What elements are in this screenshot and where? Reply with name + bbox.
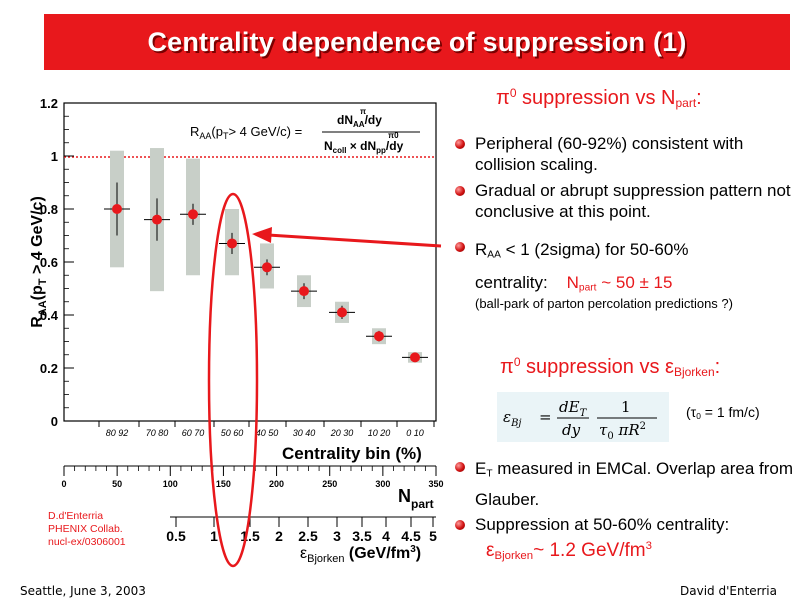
svg-text:τ0 πR2: τ0 πR2	[599, 421, 646, 442]
percolation-note: (ball-park of parton percolation predict…	[475, 296, 733, 311]
epsilon-axis: 0.5 1 1.5 2 2.5 3 3.5 4 4.5 5	[166, 516, 437, 544]
bullet-icon	[455, 462, 465, 472]
slide-title: Centrality dependence of suppression (1)	[147, 26, 687, 57]
plot-credit: D.d'Enterria PHENIX Collab. nucl-ex/030600…	[48, 510, 126, 548]
svg-text:=: =	[539, 408, 552, 426]
epsilon-axis-label: εBjorken (GeV/fm3)	[300, 544, 421, 565]
heading-npart: π0 suppression vs Npart:	[496, 86, 702, 111]
tau-note: (τ0 = 1 fm/c)	[686, 404, 760, 422]
epsilon-tick-label: 3.5	[352, 528, 372, 544]
epsilon-value: εBjorken~ 1.2 GeV/fm3	[486, 540, 652, 562]
epsilon-tick-label: 2.5	[298, 528, 318, 544]
centrality-tick-label: 40 50	[256, 428, 279, 438]
centrality-tick-label: 70 80	[146, 428, 169, 438]
data-point	[299, 286, 309, 297]
data-point	[374, 331, 384, 342]
epsilon-tick-label: 4	[382, 528, 390, 544]
bullet-gradual: Gradual or abrupt suppression pattern no…	[475, 181, 791, 221]
svg-text:dNAA/dy: dNAA/dy	[337, 113, 382, 129]
centrality-tick-label: 30 40	[293, 428, 316, 438]
y-tick-label: 0.2	[40, 361, 58, 376]
raa-formula: RAA(pT> 4 GeV/c) = dNAA/dy π Ncoll × dNp…	[190, 107, 420, 155]
npart-axis: 0 50 100 150 200 250 300 350	[61, 465, 444, 489]
npart-axis-label: Npart	[398, 486, 434, 511]
y-tick-label: 1.2	[40, 96, 58, 111]
npart-tick-label: 300	[375, 479, 390, 489]
npart-tick-label: 0	[61, 479, 66, 489]
y-tick-label: 0.4	[40, 308, 59, 323]
epsilon-tick-label: 2	[275, 528, 283, 544]
svg-text:Ncoll × dNpp/dy: Ncoll × dNpp/dy	[324, 139, 404, 155]
data-point	[188, 209, 198, 220]
bullet-et: ET measured in EMCal. Overlap area from …	[475, 459, 794, 509]
bullet-icon	[455, 520, 465, 530]
svg-text:1: 1	[621, 398, 631, 416]
epsilon-tick-label: 1	[210, 528, 218, 544]
bullet-icon	[455, 186, 465, 196]
svg-text:π0: π0	[388, 131, 399, 140]
data-point	[227, 238, 237, 249]
footer-venue-date: Seattle, June 3, 2003	[20, 584, 146, 598]
epsilon-tick-label: 5	[429, 528, 437, 544]
bullet-suppression: Suppression at 50-60% centrality:	[475, 515, 730, 534]
centrality-axis-label: Centrality bin (%)	[282, 444, 422, 463]
centrality-tick-label: 0 10	[406, 428, 424, 438]
svg-text:εBj: εBj	[503, 408, 522, 429]
bullet-peripheral: Peripheral (60-92%) consistent with coll…	[475, 134, 744, 174]
y-axis-ticks: 0 0.2 0.4 0.6 0.8 1 1.2	[40, 96, 74, 429]
centrality-tick-label: 20 30	[330, 428, 354, 438]
npart-tick-label: 200	[269, 479, 284, 489]
pointer-arrowhead	[252, 227, 272, 243]
svg-text:dy: dy	[562, 421, 581, 439]
npart-tick-label: 150	[216, 479, 231, 489]
data-point	[337, 307, 347, 318]
npart-tick-label: 50	[112, 479, 122, 489]
npart-tick-label: 100	[163, 479, 178, 489]
data-point	[152, 214, 162, 225]
y-tick-label: 1	[51, 149, 58, 164]
epsilon-tick-label: 4.5	[401, 528, 421, 544]
centrality-tick-label: 10 20	[368, 428, 391, 438]
svg-text:dET: dET	[559, 398, 588, 419]
epsilon-formula-box: εBj = dET dy 1 τ0 πR2	[497, 392, 669, 442]
y-axis-label: RAA(pT > 4 GeV/c)	[29, 196, 49, 328]
svg-text:RAA(pT> 4 GeV/c) =: RAA(pT> 4 GeV/c) =	[190, 124, 302, 141]
centrality-tick-label: 50 60	[221, 428, 244, 438]
title-bar: Centrality dependence of suppression (1)	[44, 14, 790, 70]
centrality-tick-label: 80 92	[106, 428, 129, 438]
svg-text:π: π	[360, 107, 366, 116]
pointer-arrow	[267, 233, 442, 248]
centrality-tick-label: 60 70	[182, 428, 205, 438]
bullet-icon	[455, 242, 465, 252]
npart-tick-label: 250	[322, 479, 337, 489]
npart-tick-label: 350	[428, 479, 443, 489]
y-tick-label: 0	[51, 414, 58, 429]
data-point	[410, 352, 420, 363]
data-marks	[104, 148, 428, 363]
bullet-raa: RAA < 1 (2sigma) for 50-60% centrality: N…	[475, 240, 689, 294]
epsilon-formula: εBj = dET dy 1 τ0 πR2	[503, 398, 657, 442]
epsilon-tick-label: 3	[333, 528, 341, 544]
centrality-axis: 80 92 70 80 60 70 50 60 40 50 30 40 20 30 10 20…	[64, 420, 436, 438]
data-point	[262, 262, 272, 273]
heading-epsilon: π0 suppression vs εBjorken:	[500, 355, 721, 380]
epsilon-tick-label: 0.5	[166, 528, 186, 544]
y-tick-label: 0.8	[40, 202, 58, 217]
data-point	[112, 204, 122, 214]
highlight-ellipse	[207, 192, 259, 568]
bullet-icon	[455, 139, 465, 149]
epsilon-tick-label: 1.5	[240, 528, 260, 544]
y-tick-label: 0.6	[40, 255, 58, 270]
footer-author: David d'Enterria	[680, 584, 777, 598]
